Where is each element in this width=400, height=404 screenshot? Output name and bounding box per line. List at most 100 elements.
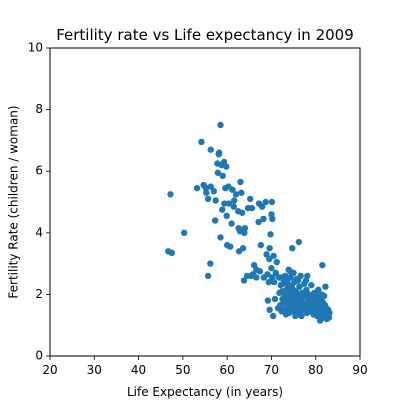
y-axis-ticks: 0 2 4 6 8 10 [28, 41, 50, 363]
data-point [265, 278, 272, 286]
data-point [207, 260, 214, 267]
data-point [262, 198, 269, 206]
data-point [273, 258, 280, 266]
data-point [203, 189, 210, 196]
data-point [264, 271, 271, 278]
chart-title: Fertility rate vs Life expectancy in 200… [56, 26, 354, 44]
data-point [227, 243, 234, 250]
data-point [270, 252, 277, 260]
data-point [272, 269, 280, 277]
data-point [295, 238, 303, 246]
data-points [165, 121, 333, 324]
data-point [202, 184, 210, 192]
data-point [225, 200, 233, 207]
y-tick-label: 0 [35, 349, 43, 363]
x-tick-label: 40 [131, 363, 146, 377]
data-point [319, 261, 326, 269]
data-point [241, 229, 248, 236]
data-point [286, 268, 294, 275]
x-tick-label: 70 [264, 363, 279, 377]
data-point [230, 203, 237, 210]
data-point [238, 189, 245, 196]
x-tick-label: 20 [42, 363, 57, 377]
data-point [223, 212, 230, 220]
x-tick-label: 60 [220, 363, 235, 377]
data-point [292, 301, 299, 309]
data-point [326, 309, 333, 317]
data-point [258, 203, 266, 210]
data-point [207, 146, 214, 153]
data-point [256, 268, 264, 275]
data-point [283, 280, 291, 287]
data-point [287, 274, 294, 281]
y-tick-label: 10 [28, 41, 43, 55]
x-tick-label: 50 [175, 363, 190, 377]
x-tick-label: 30 [87, 363, 102, 377]
data-point [315, 286, 322, 293]
data-point [207, 183, 214, 190]
data-point [289, 245, 296, 252]
data-point [217, 121, 224, 129]
plot-frame [49, 47, 361, 357]
data-point [322, 283, 329, 290]
data-point [168, 249, 175, 257]
data-point [267, 231, 274, 238]
data-point [167, 191, 174, 198]
data-point [241, 224, 249, 232]
data-point [231, 197, 238, 204]
data-point [255, 218, 262, 226]
data-point [219, 206, 226, 213]
data-point [266, 245, 273, 252]
data-point [240, 277, 248, 284]
data-point [246, 195, 254, 203]
data-point [204, 272, 212, 280]
data-point [232, 191, 240, 198]
data-point [204, 195, 212, 203]
data-point [223, 163, 230, 170]
data-point [239, 245, 247, 252]
y-tick-label: 2 [35, 287, 43, 301]
data-point [214, 169, 222, 176]
x-tick-label: 90 [352, 363, 367, 377]
data-point [217, 234, 224, 241]
data-point [253, 274, 260, 281]
data-point [228, 220, 235, 227]
data-point [237, 178, 244, 186]
data-point [270, 312, 277, 320]
data-point [210, 188, 218, 195]
x-axis-label: Life Expectancy (in years) [127, 385, 283, 399]
y-tick-label: 8 [35, 102, 43, 116]
data-point [278, 274, 285, 281]
data-point [276, 289, 283, 297]
data-point [298, 312, 305, 320]
data-point [260, 215, 267, 223]
data-point [219, 172, 226, 180]
data-point [270, 278, 278, 286]
y-axis-label: Fertility Rate (children / woman) [7, 105, 21, 298]
data-point [269, 215, 276, 223]
y-tick-label: 4 [35, 225, 43, 239]
data-point [248, 204, 256, 212]
y-tick-label: 6 [35, 164, 43, 178]
data-point [198, 138, 205, 146]
data-point [257, 241, 264, 249]
data-point [211, 217, 219, 224]
data-point [266, 306, 273, 313]
data-point [239, 209, 246, 216]
x-axis-ticks: 20 30 40 50 60 70 80 90 [42, 356, 368, 377]
data-point [180, 229, 188, 236]
data-point [325, 314, 333, 321]
data-point [221, 200, 228, 207]
data-point [294, 277, 302, 284]
data-point [268, 265, 275, 272]
data-point [212, 197, 219, 204]
data-point [229, 186, 236, 193]
data-point [215, 149, 223, 156]
data-point [271, 295, 279, 303]
data-point [264, 297, 272, 304]
x-tick-label: 80 [308, 363, 323, 377]
data-point [296, 283, 303, 290]
data-point [302, 277, 310, 284]
